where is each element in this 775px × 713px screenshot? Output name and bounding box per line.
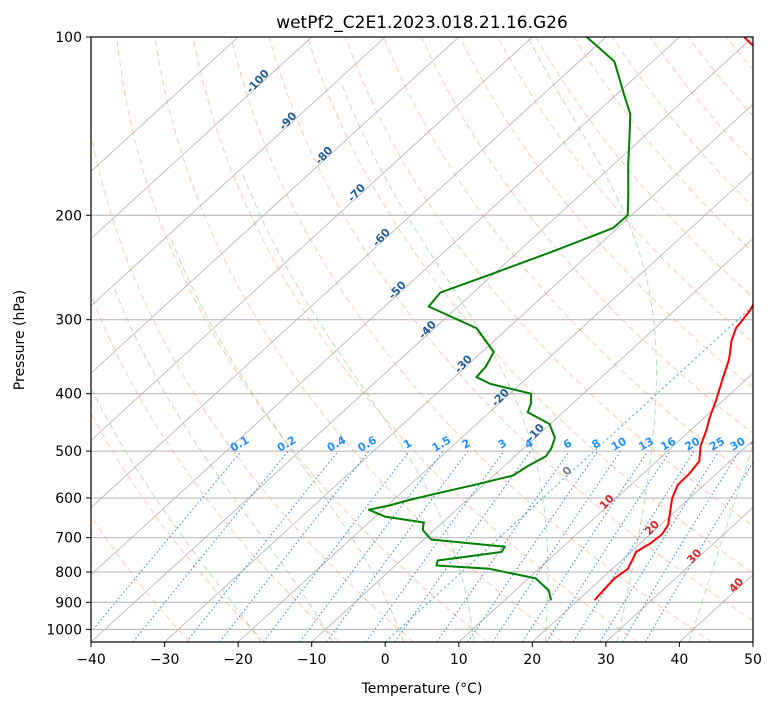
y-tick-label: 300 [55,313,82,329]
x-tick-label: 30 [597,652,615,668]
x-tick-label: 0 [381,652,390,668]
y-tick-label: 700 [55,531,82,547]
y-tick-label: 800 [55,565,82,581]
y-tick-label: 600 [55,491,82,507]
y-tick-label: 200 [55,208,82,224]
x-tick-label: 50 [744,652,762,668]
y-tick-label: 900 [55,595,82,611]
y-tick-label: 500 [55,444,82,460]
x-tick-label: 10 [450,652,468,668]
y-tick-label: 100 [55,30,82,46]
x-tick-label: 20 [523,652,541,668]
y-tick-label: 400 [55,387,82,403]
x-axis-label: Temperature (°C) [361,681,483,697]
y-axis-label: Pressure (hPa) [12,290,28,390]
x-tick-label: 40 [670,652,688,668]
x-tick-label: −20 [223,652,253,668]
x-tick-label: −10 [297,652,327,668]
x-tick-label: −30 [150,652,180,668]
x-tick-label: −40 [76,652,106,668]
chart-title: wetPf2_C2E1.2023.018.21.16.G26 [276,13,568,33]
y-tick-label: 1000 [46,622,82,638]
